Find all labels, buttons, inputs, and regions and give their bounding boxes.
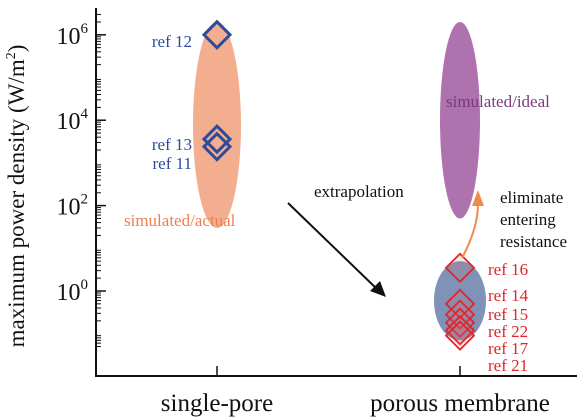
y-axis-label-close: ) (4, 45, 29, 53)
eliminate-resistance-annotation: eliminate entering resistance (461, 188, 567, 259)
y-tick-base: 10 (57, 280, 81, 306)
extrapolation-arrowhead (370, 281, 386, 297)
y-tick-label-0: 100 (57, 277, 89, 306)
y-tick-base: 10 (57, 195, 81, 221)
y-axis-label: maximum power density (W/m2) (4, 45, 29, 348)
marker-ref-17 (444, 315, 476, 346)
eliminate-label-line-3: resistance (500, 232, 567, 251)
marker-ref-15 (444, 299, 476, 330)
range-label-simulated-actual: simulated/actual (124, 211, 236, 230)
point-label-ref-16: ref 16 (488, 260, 528, 279)
y-tick-exponent: 2 (81, 192, 89, 208)
data-markers (201, 19, 476, 351)
point-label-ref-13: ref 13 (152, 135, 192, 154)
y-axis-label-main: maximum power density (W/m (4, 59, 29, 347)
point-label-ref-14: ref 14 (488, 286, 529, 305)
eliminate-label-line-2: entering (500, 210, 556, 229)
x-category-label-0: single-pore (161, 390, 273, 417)
eliminate-arrow (461, 203, 479, 259)
marker-ref-14 (444, 288, 476, 320)
y-tick-exponent: 0 (81, 277, 89, 293)
marker-ref-12 (201, 19, 233, 50)
point-label-ref-11: ref 11 (153, 154, 193, 173)
extrapolation-label: extrapolation (314, 182, 404, 201)
marker-ref-16 (444, 252, 476, 284)
extrapolation-arrow (287, 202, 379, 291)
point-label-ref-12: ref 12 (152, 32, 192, 51)
y-tick-label-2: 104 (57, 106, 89, 135)
point-label-ref-15: ref 15 (488, 305, 528, 324)
labels: simulated/actual simulated/ideal ref 12 ref… (124, 32, 550, 375)
eliminate-label-line-1: eliminate (500, 188, 563, 207)
y-tick-label-3: 106 (57, 21, 89, 50)
point-label-ref-22: ref 22 (488, 322, 528, 341)
y-tick-base: 10 (57, 24, 81, 50)
y-tick-exponent: 4 (81, 106, 89, 122)
extrapolation-annotation: extrapolation (287, 182, 404, 297)
range-ellipse-2 (440, 21, 480, 219)
x-ticks: single-pore porous membrane (161, 366, 550, 417)
y-axis-label-superscript: 2 (4, 52, 19, 59)
marker-ref-11 (201, 131, 233, 162)
eliminate-arrowhead (472, 190, 484, 206)
point-label-ref-21: ref 21 (488, 356, 528, 375)
point-label-ref-17: ref 17 (488, 339, 529, 358)
marker-ref-13 (201, 124, 233, 155)
y-tick-exponent: 6 (81, 21, 89, 37)
y-tick-label-1: 102 (57, 192, 89, 221)
range-ellipses (193, 21, 486, 341)
range-label-simulated-ideal: simulated/ideal (446, 92, 550, 111)
y-tick-base: 10 (57, 109, 81, 135)
x-category-label-1: porous membrane (370, 390, 550, 417)
marker-ref-21 (444, 320, 476, 351)
axes (95, 8, 577, 377)
